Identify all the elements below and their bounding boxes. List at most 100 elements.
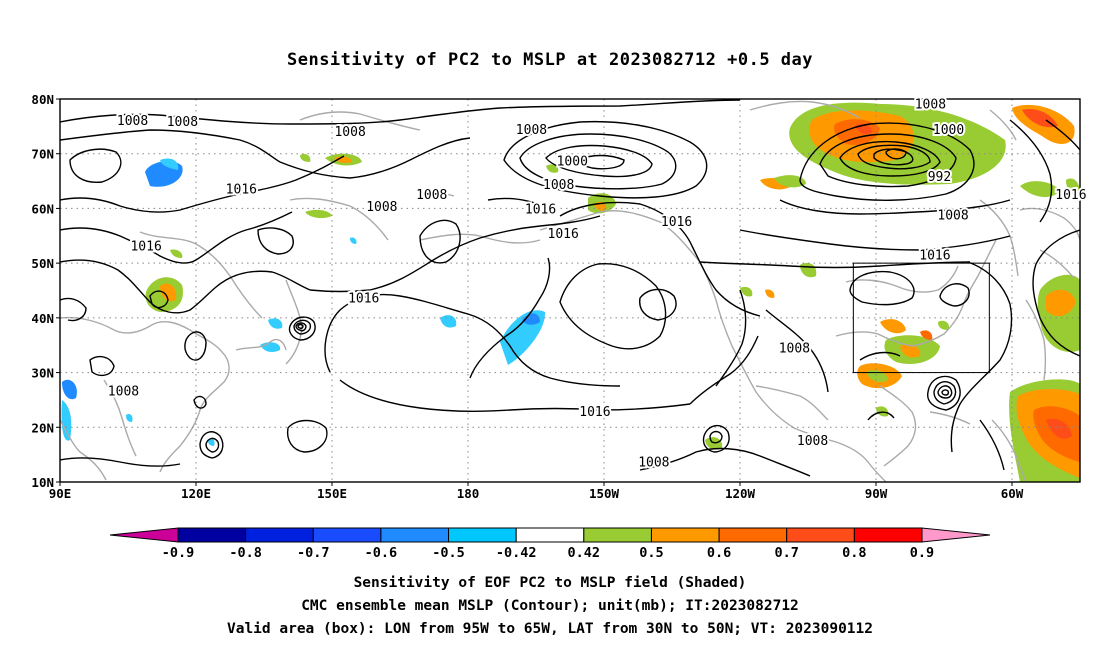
negative-sensitivity-patch <box>61 400 72 441</box>
positive-sensitivity-patch <box>900 344 921 358</box>
lon-tick-label: 180 <box>457 486 480 501</box>
negative-sensitivity-patch <box>440 315 457 328</box>
lat-tick-label: 80N <box>31 92 54 107</box>
colorbar-label: -0.5 <box>432 545 465 561</box>
lat-tick-label: 70N <box>31 147 54 162</box>
colorbar-swatch <box>177 527 247 543</box>
map-frame <box>59 98 1081 483</box>
positive-sensitivity-patch <box>334 156 352 163</box>
lat-tick-label: 40N <box>31 311 54 326</box>
colorbar-label: 0.42 <box>568 545 601 561</box>
isobar-label: 1016 <box>348 292 379 307</box>
caption-shading: Sensitivity of EOF PC2 to MSLP field (Sh… <box>353 575 747 591</box>
isobar-label: 1000 <box>933 123 964 138</box>
isobar-label: 1008 <box>416 188 447 203</box>
colorbar-label: 0.6 <box>707 545 731 561</box>
colorbar-label: -0.8 <box>229 545 262 561</box>
colorbar-swatch <box>380 527 450 543</box>
lat-tick-label: 50N <box>31 256 54 271</box>
colorbar-high-extension <box>921 527 991 543</box>
map-title: Sensitivity of PC2 to MSLP at 2023082712… <box>286 50 813 70</box>
colorbar-swatch <box>583 527 652 543</box>
negative-sensitivity-patch <box>62 379 77 400</box>
mslp-contour-layer <box>60 99 1080 477</box>
contour-labels: 1008 1008 1008 1016 1008 1008 1016 1016 1008 1008… <box>106 95 1089 472</box>
lat-tick-label: 10N <box>31 475 54 490</box>
isobar-label: 1016 <box>548 227 579 242</box>
lon-tick-label: 60W <box>1001 486 1024 501</box>
colorbar-swatch <box>515 527 585 543</box>
positive-sensitivity-patch <box>160 283 177 302</box>
isobar-label: 1016 <box>919 248 950 263</box>
isobar-label: 1008 <box>334 125 365 140</box>
negative-sensitivity-patch <box>260 342 281 353</box>
isobar-label: 1016 <box>130 240 161 255</box>
positive-sensitivity-patch <box>774 175 806 188</box>
isobar-label: 1008 <box>167 115 198 130</box>
positive-sensitivity-patch <box>300 153 311 162</box>
colorbar-label: 0.5 <box>639 545 663 561</box>
positive-sensitivity-patch <box>705 437 723 450</box>
latitude-tick-labels: 10N 20N 30N 40N 50N 60N 70N 80N <box>31 92 60 490</box>
lon-tick-label: 90E <box>49 486 72 501</box>
isobar-label: 1016 <box>525 203 556 218</box>
isobar-label: 1008 <box>915 97 946 112</box>
positive-sensitivity-patch <box>1066 178 1080 195</box>
negative-sensitivity-patch <box>522 313 540 325</box>
isobar-label: 992 <box>928 170 951 185</box>
positive-sensitivity-patch <box>765 289 775 298</box>
positive-sensitivity-patch <box>1046 418 1072 439</box>
lon-tick-label: 120E <box>181 486 211 501</box>
positive-sensitivity-patch <box>170 249 183 258</box>
lat-tick-label: 30N <box>31 366 54 381</box>
isobar-label: 1008 <box>366 200 397 215</box>
colorbar-label: -0.7 <box>297 545 330 561</box>
negative-sensitivity-patch <box>268 318 283 329</box>
coastline-layer <box>60 100 1080 482</box>
caption-contour: CMC ensemble mean MSLP (Contour); unit(m… <box>301 598 799 614</box>
colorbar-swatch <box>853 527 923 543</box>
isobar-label: 1016 <box>579 405 610 420</box>
negative-sensitivity-patch <box>126 413 133 422</box>
positive-sensitivity-patch <box>1020 181 1060 198</box>
isobar-label: 1016 <box>226 182 257 197</box>
lon-tick-label: 90W <box>865 486 888 501</box>
positive-sensitivity-patch <box>305 209 332 219</box>
negative-sensitivity-patch <box>160 158 179 170</box>
negative-sensitivity-patch <box>208 438 215 446</box>
positive-sensitivity-patch <box>876 406 889 417</box>
colorbar-label: 0.8 <box>842 545 866 561</box>
colorbar-swatch <box>312 527 382 543</box>
colorbar-swatch <box>650 527 720 543</box>
lat-tick-label: 60N <box>31 201 54 216</box>
negative-sensitivity-patch <box>350 237 357 244</box>
colorbar-label: 0.9 <box>910 545 934 561</box>
lon-tick-label: 150E <box>317 486 347 501</box>
positive-sensitivity-patch <box>920 330 933 340</box>
colorbar-label: -0.42 <box>496 545 537 561</box>
lat-tick-label: 20N <box>31 420 54 435</box>
colorbar-label: -0.6 <box>365 545 398 561</box>
positive-sensitivity-patch <box>880 319 906 334</box>
isobar-label: 1016 <box>1055 188 1086 203</box>
graticule-layer <box>60 99 1080 482</box>
colorbar-swatch <box>786 527 855 543</box>
positive-sensitivity-patch <box>800 262 817 278</box>
isobar-label: 1008 <box>797 434 828 449</box>
isobar-label: 1008 <box>516 123 547 138</box>
colorbar-label: 0.7 <box>775 545 799 561</box>
positive-sensitivity-patch <box>938 320 950 330</box>
isobar-label: 1008 <box>937 209 968 224</box>
colorbar-label: -0.9 <box>162 545 195 561</box>
isobar-label: 1008 <box>117 114 148 129</box>
lon-tick-label: 120W <box>725 486 756 501</box>
colorbar: -0.9 -0.8 -0.7 -0.6 -0.5 -0.42 0.42 0.5 0.6 0.7 0.… <box>109 527 991 561</box>
isobar-label: 1008 <box>108 385 139 400</box>
positive-sensitivity-patch <box>1046 289 1076 317</box>
caption-valid-area: Valid area (box): LON from 95W to 65W, L… <box>226 621 873 637</box>
positive-sensitivity-patch <box>740 286 753 297</box>
isobar-label: 1008 <box>779 341 810 356</box>
longitude-tick-labels: 90E 120E 150E 180 150W 120W 90W 60W <box>49 482 1024 501</box>
